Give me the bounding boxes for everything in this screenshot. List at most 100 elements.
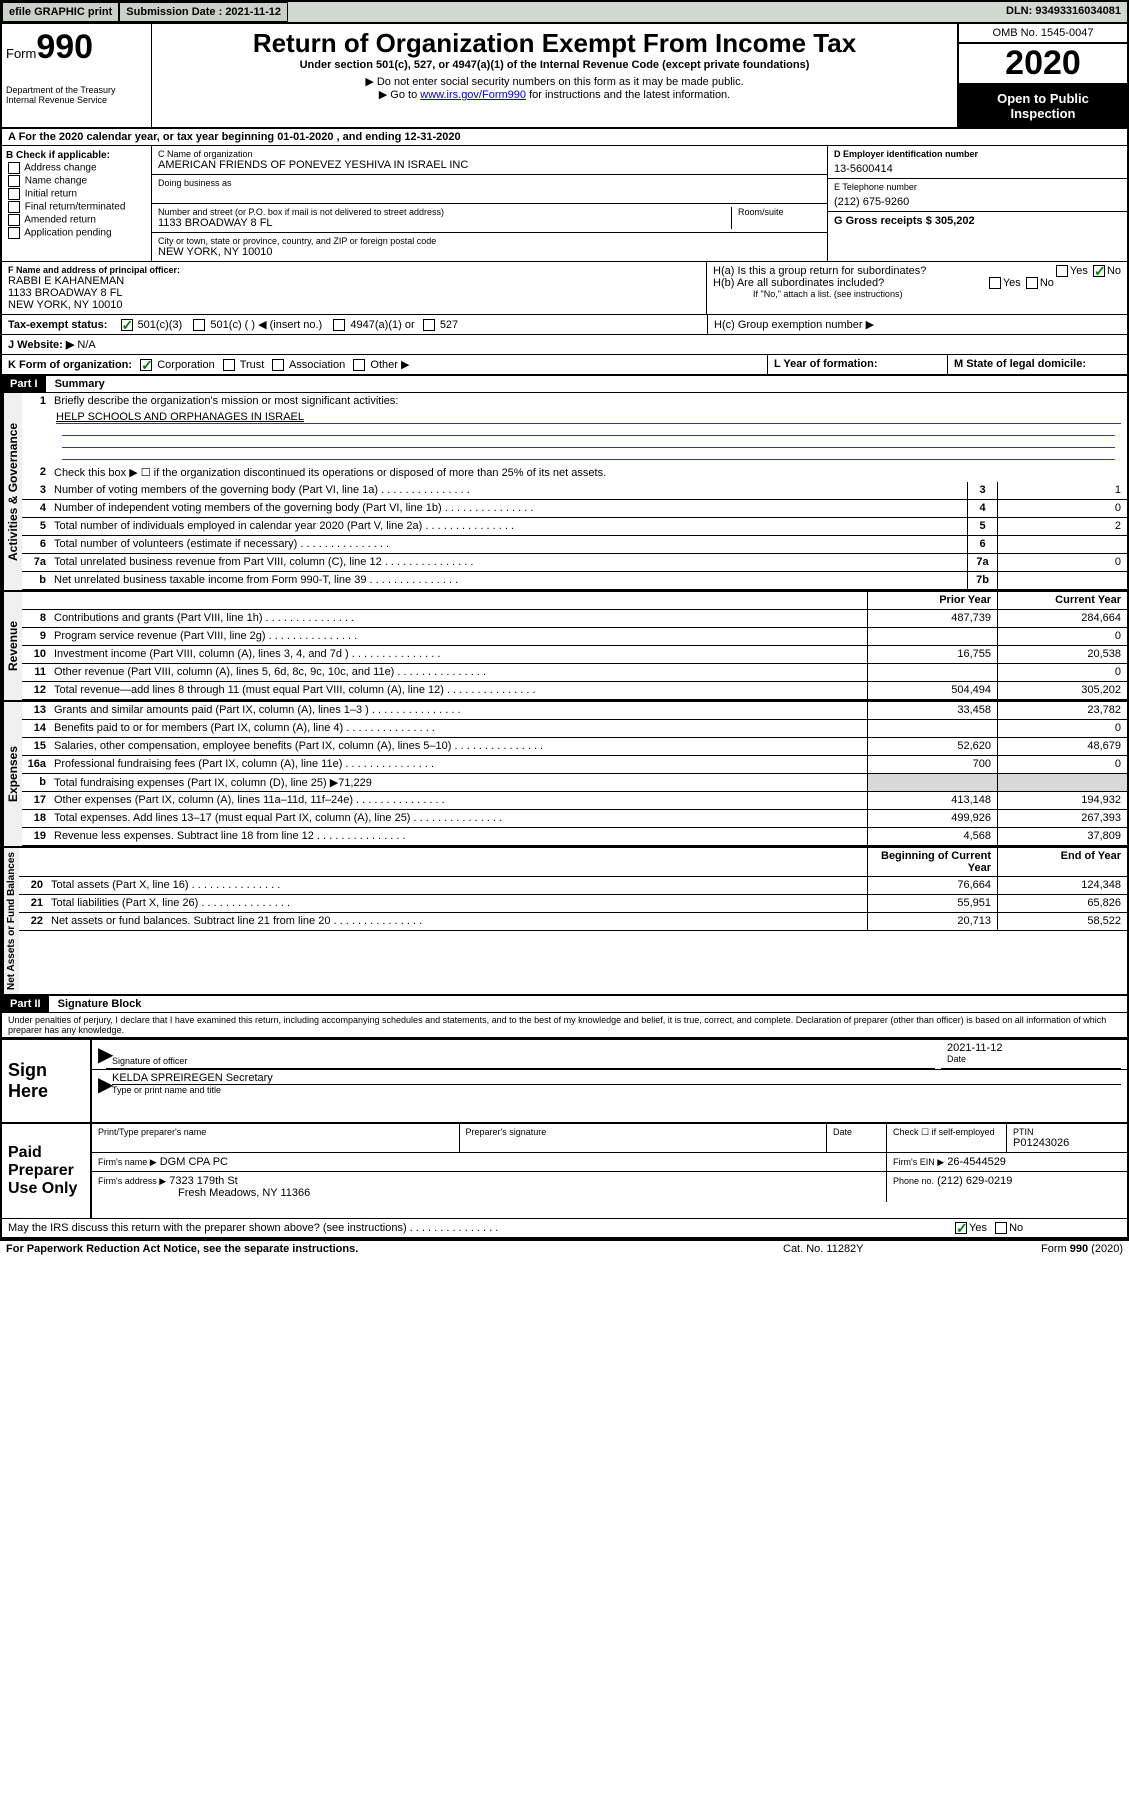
vert-activities: Activities & Governance xyxy=(2,393,22,590)
org-name-label: C Name of organization xyxy=(158,149,821,159)
arrow-icon: ▶ xyxy=(92,1040,106,1069)
cb-name-change[interactable]: Name change xyxy=(6,175,147,187)
col-end: End of Year xyxy=(997,848,1127,876)
street-label: Number and street (or P.O. box if mail i… xyxy=(158,207,731,217)
table-row: 11Other revenue (Part VIII, column (A), … xyxy=(22,664,1127,682)
table-row: 17Other expenses (Part IX, column (A), l… xyxy=(22,792,1127,810)
ein-label: D Employer identification number xyxy=(834,149,1121,159)
cb-app-pending[interactable]: Application pending xyxy=(6,227,147,239)
prep-name-label: Print/Type preparer's name xyxy=(98,1127,453,1137)
form-header: Form990 Department of the Treasury Inter… xyxy=(2,24,1127,129)
phone-label: E Telephone number xyxy=(834,182,1121,192)
table-row: 5Total number of individuals employed in… xyxy=(22,518,1127,536)
form-title: Return of Organization Exempt From Incom… xyxy=(156,28,953,59)
form-number: 990 xyxy=(36,28,93,66)
cb-initial-return[interactable]: Initial return xyxy=(6,188,147,200)
form-label: Form xyxy=(6,46,36,61)
officer-print-name: KELDA SPREIREGEN Secretary xyxy=(112,1072,1121,1085)
cb-501c3[interactable] xyxy=(121,319,133,331)
discuss-label: May the IRS discuss this return with the… xyxy=(8,1222,407,1234)
room-label: Room/suite xyxy=(738,207,821,217)
phone-value: (212) 675-9260 xyxy=(834,196,1121,208)
note-ssn: ▶ Do not enter social security numbers o… xyxy=(156,75,953,88)
part1-header: Part I xyxy=(2,376,46,392)
print-name-label: Type or print name and title xyxy=(112,1085,1121,1095)
mission-text: HELP SCHOOLS AND ORPHANAGES IN ISRAEL xyxy=(56,411,304,423)
cb-amended[interactable]: Amended return xyxy=(6,214,147,226)
irs-label: Internal Revenue Service xyxy=(6,95,147,105)
submission-date: Submission Date : 2021-11-12 xyxy=(119,2,288,22)
part2-header: Part II xyxy=(2,996,49,1012)
cb-other[interactable] xyxy=(353,359,365,371)
table-row: 20Total assets (Part X, line 16)76,66412… xyxy=(19,877,1127,895)
efile-button[interactable]: efile GRAPHIC print xyxy=(2,2,119,22)
cb-501c[interactable] xyxy=(193,319,205,331)
cb-4947[interactable] xyxy=(333,319,345,331)
table-row: 4Number of independent voting members of… xyxy=(22,500,1127,518)
ptin-value: P01243026 xyxy=(1013,1137,1121,1149)
sig-officer-label: Signature of officer xyxy=(112,1056,929,1066)
officer-addr1: 1133 BROADWAY 8 FL xyxy=(8,287,700,299)
table-row: 12Total revenue—add lines 8 through 11 (… xyxy=(22,682,1127,700)
instructions-link[interactable]: www.irs.gov/Form990 xyxy=(420,89,526,101)
street-address: 1133 BROADWAY 8 FL xyxy=(158,217,731,229)
cb-discuss-no[interactable] xyxy=(995,1222,1007,1234)
cb-final-return[interactable]: Final return/terminated xyxy=(6,201,147,213)
table-row: 16aProfessional fundraising fees (Part I… xyxy=(22,756,1127,774)
table-row: 19Revenue less expenses. Subtract line 1… xyxy=(22,828,1127,846)
ptin-label: PTIN xyxy=(1013,1127,1121,1137)
perjury-declaration: Under penalties of perjury, I declare th… xyxy=(2,1013,1127,1038)
org-name: AMERICAN FRIENDS OF PONEVEZ YESHIVA IN I… xyxy=(158,159,821,171)
topbar: efile GRAPHIC print Submission Date : 20… xyxy=(2,2,1127,24)
sig-date-value: 2021-11-12 xyxy=(947,1042,1115,1054)
table-row: 18Total expenses. Add lines 13–17 (must … xyxy=(22,810,1127,828)
line2-discontinued: Check this box ▶ ☐ if the organization d… xyxy=(50,464,1127,482)
officer-name: RABBI E KAHANEMAN xyxy=(8,275,700,287)
sig-date-label: Date xyxy=(947,1054,1115,1064)
vert-revenue: Revenue xyxy=(2,592,22,700)
part1-title: Summary xyxy=(49,376,111,392)
cb-trust[interactable] xyxy=(223,359,235,371)
cb-assoc[interactable] xyxy=(272,359,284,371)
cb-discuss-yes[interactable] xyxy=(955,1222,967,1234)
form-org-label: K Form of organization: xyxy=(8,359,132,371)
table-row: 13Grants and similar amounts paid (Part … xyxy=(22,702,1127,720)
table-row: 7aTotal unrelated business revenue from … xyxy=(22,554,1127,572)
omb-number: OMB No. 1545-0047 xyxy=(959,24,1127,44)
cb-address-change[interactable]: Address change xyxy=(6,162,147,174)
table-row: 21Total liabilities (Part X, line 26)55,… xyxy=(19,895,1127,913)
form-footer: Form 990 (2020) xyxy=(983,1243,1123,1255)
firm-ein: 26-4544529 xyxy=(947,1156,1006,1168)
part2-title: Signature Block xyxy=(52,996,148,1012)
table-row: 22Net assets or fund balances. Subtract … xyxy=(19,913,1127,931)
table-row: 10Investment income (Part VIII, column (… xyxy=(22,646,1127,664)
h-b-row: H(b) Are all subordinates included? Yes … xyxy=(713,277,1121,289)
table-row: 3Number of voting members of the governi… xyxy=(22,482,1127,500)
firm-addr2: Fresh Meadows, NY 11366 xyxy=(98,1187,310,1199)
paid-preparer-label: Paid Preparer Use Only xyxy=(2,1124,92,1218)
firm-name: DGM CPA PC xyxy=(160,1156,228,1168)
firm-phone: (212) 629-0219 xyxy=(937,1175,1012,1187)
state-domicile-label: M State of legal domicile: xyxy=(947,355,1127,374)
table-row: 8Contributions and grants (Part VIII, li… xyxy=(22,610,1127,628)
gross-receipts: G Gross receipts $ 305,202 xyxy=(828,212,1127,230)
website-label: J Website: ▶ xyxy=(8,339,74,351)
vert-net-assets: Net Assets or Fund Balances xyxy=(2,848,19,994)
table-row: 14Benefits paid to or for members (Part … xyxy=(22,720,1127,738)
h-a-row: H(a) Is this a group return for subordin… xyxy=(713,265,1121,277)
col-prior: Prior Year xyxy=(867,592,997,609)
self-employed-check[interactable]: Check ☐ if self-employed xyxy=(887,1124,1007,1152)
col-begin: Beginning of Current Year xyxy=(867,848,997,876)
sign-here-label: Sign Here xyxy=(2,1040,92,1122)
paperwork-notice: For Paperwork Reduction Act Notice, see … xyxy=(6,1243,783,1255)
tax-year: 2020 xyxy=(959,44,1127,85)
open-inspection: Open to Public Inspection xyxy=(959,85,1127,127)
table-row: bTotal fundraising expenses (Part IX, co… xyxy=(22,774,1127,792)
vert-expenses: Expenses xyxy=(2,702,22,846)
dept-label: Department of the Treasury xyxy=(6,85,147,95)
h-c-row: H(c) Group exemption number ▶ xyxy=(707,315,1127,334)
dba-label: Doing business as xyxy=(158,178,821,188)
cb-corp[interactable] xyxy=(140,359,152,371)
officer-addr2: NEW YORK, NY 10010 xyxy=(8,299,700,311)
cb-527[interactable] xyxy=(423,319,435,331)
